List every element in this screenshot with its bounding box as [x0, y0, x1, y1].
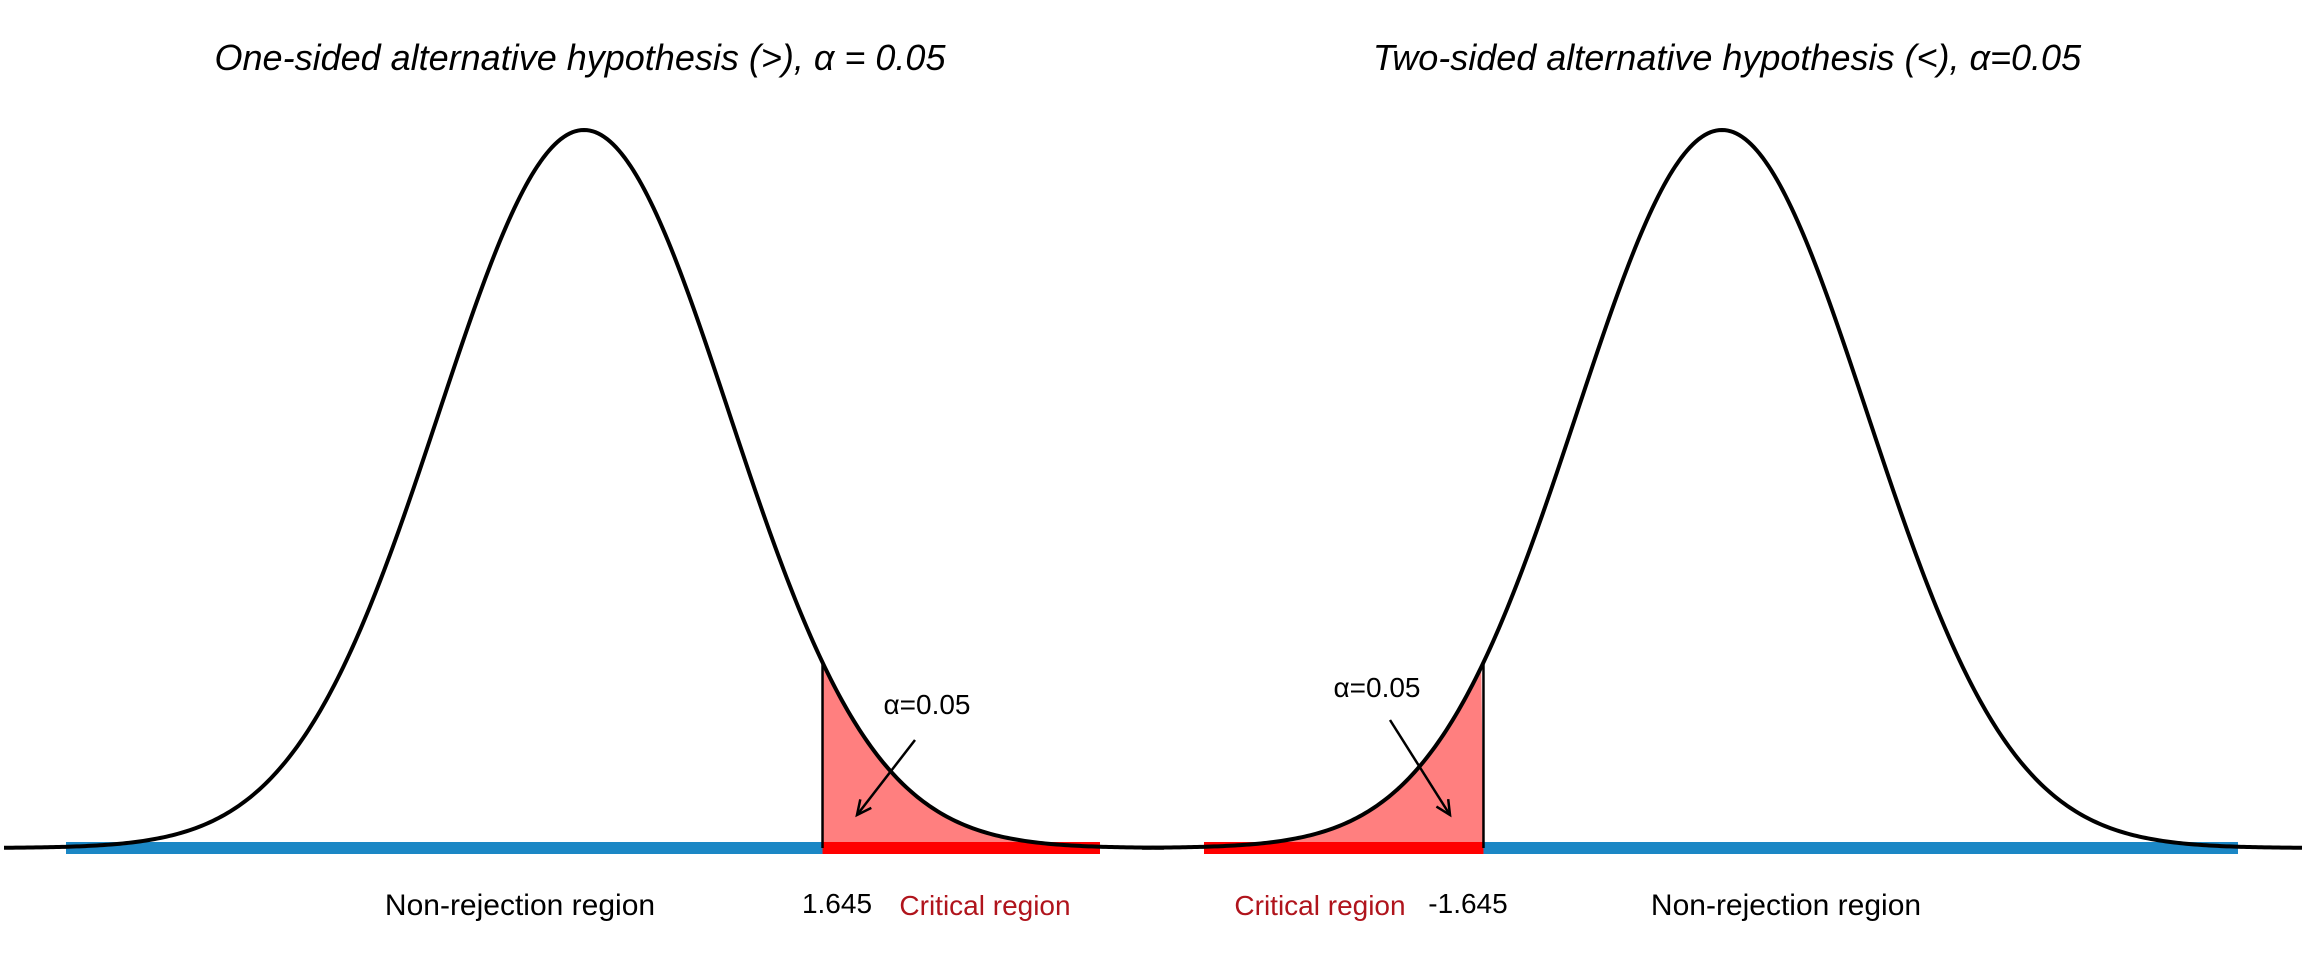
panel-one-sided: One-sided alternative hypothesis (>), α …: [3, 37, 1165, 922]
alpha-arrow: [856, 739, 916, 816]
alpha-label: α=0.05: [1333, 672, 1420, 703]
panel-left-tail: Two-sided alternative hypothesis (<), α=…: [1141, 37, 2303, 922]
density-curve: [1141, 127, 2303, 850]
critical-value-label: -1.645: [1428, 888, 1507, 919]
critical-area: [1142, 666, 1484, 848]
alpha-arrowhead: [1435, 798, 1452, 818]
critical-region-label: Critical region: [899, 890, 1070, 921]
critical-region-label: Critical region: [1234, 890, 1405, 921]
alpha-arrowhead: [855, 799, 872, 818]
non-rejection-label: Non-rejection region: [1651, 889, 1921, 922]
panel-title: One-sided alternative hypothesis (>), α …: [215, 37, 947, 78]
critical-area: [822, 662, 1164, 848]
alpha-arrow: [1388, 719, 1452, 816]
panel-title: Two-sided alternative hypothesis (<), α=…: [1373, 37, 2082, 78]
density-curve: [3, 127, 1165, 850]
alpha-label: α=0.05: [883, 689, 970, 720]
non-rejection-label: Non-rejection region: [385, 889, 655, 922]
critical-value-label: 1.645: [802, 888, 872, 919]
